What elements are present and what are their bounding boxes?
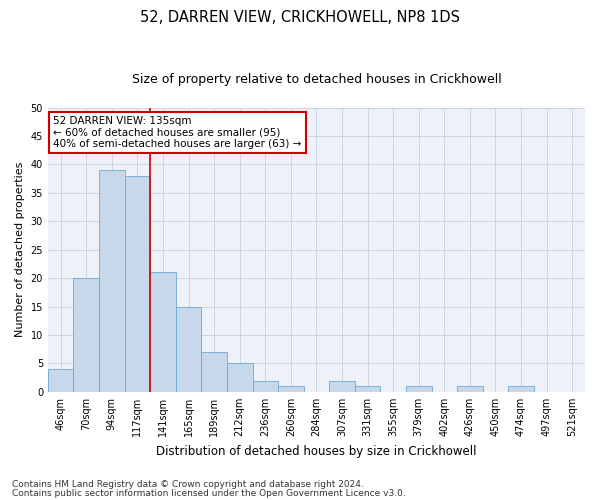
Text: 52 DARREN VIEW: 135sqm
← 60% of detached houses are smaller (95)
40% of semi-det: 52 DARREN VIEW: 135sqm ← 60% of detached… xyxy=(53,116,302,149)
X-axis label: Distribution of detached houses by size in Crickhowell: Distribution of detached houses by size … xyxy=(156,444,477,458)
Bar xyxy=(508,386,534,392)
Text: 52, DARREN VIEW, CRICKHOWELL, NP8 1DS: 52, DARREN VIEW, CRICKHOWELL, NP8 1DS xyxy=(140,10,460,25)
Bar xyxy=(253,380,278,392)
Bar xyxy=(227,364,253,392)
Bar xyxy=(99,170,125,392)
Bar xyxy=(202,352,227,392)
Bar xyxy=(48,369,73,392)
Bar xyxy=(125,176,150,392)
Bar xyxy=(150,272,176,392)
Bar xyxy=(278,386,304,392)
Text: Contains HM Land Registry data © Crown copyright and database right 2024.: Contains HM Land Registry data © Crown c… xyxy=(12,480,364,489)
Bar xyxy=(329,380,355,392)
Bar xyxy=(73,278,99,392)
Title: Size of property relative to detached houses in Crickhowell: Size of property relative to detached ho… xyxy=(131,72,502,86)
Bar xyxy=(176,306,202,392)
Bar xyxy=(457,386,482,392)
Text: Contains public sector information licensed under the Open Government Licence v3: Contains public sector information licen… xyxy=(12,488,406,498)
Y-axis label: Number of detached properties: Number of detached properties xyxy=(15,162,25,338)
Bar xyxy=(406,386,431,392)
Bar xyxy=(355,386,380,392)
